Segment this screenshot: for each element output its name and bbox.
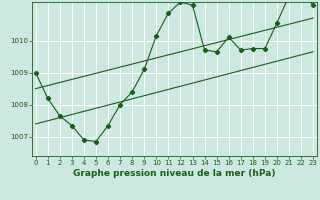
X-axis label: Graphe pression niveau de la mer (hPa): Graphe pression niveau de la mer (hPa) xyxy=(73,169,276,178)
